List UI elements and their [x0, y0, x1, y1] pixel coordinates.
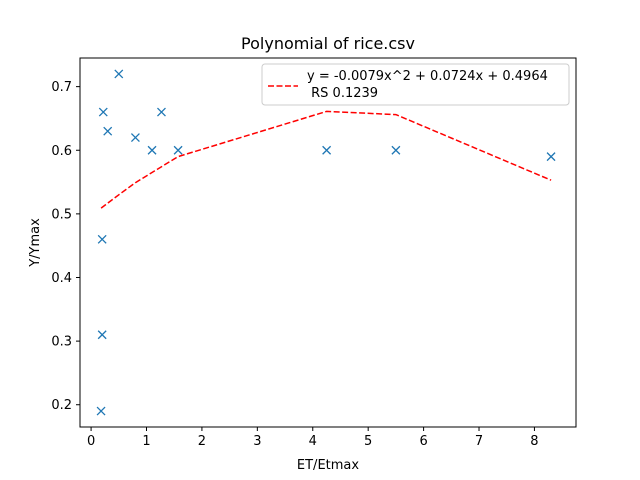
y-tick-label: 0.5 — [51, 207, 72, 222]
scatter-point — [97, 330, 107, 340]
x-tick-label: 4 — [309, 434, 317, 449]
y-tick-label: 0.3 — [51, 335, 72, 350]
scatter-point — [114, 69, 124, 79]
y-tick-label: 0.6 — [51, 144, 72, 159]
y-tick-label: 0.4 — [51, 271, 72, 286]
y-axis: 0.2 0.3 0.4 0.5 0.6 0.7 — [51, 80, 80, 413]
x-axis: 0 1 2 3 4 5 6 7 8 — [87, 427, 539, 449]
fit-line — [100, 110, 552, 209]
x-tick-label: 6 — [419, 434, 427, 449]
scatter-point — [147, 145, 157, 155]
scatter-point — [98, 107, 108, 117]
chart-title: Polynomial of rice.csv — [241, 34, 415, 53]
y-axis-label: Y/Ymax — [28, 218, 43, 268]
scatter-point — [391, 145, 401, 155]
x-axis-label: ET/Etmax — [297, 458, 359, 473]
scatter-point — [157, 107, 166, 117]
y-tick-label: 0.2 — [51, 398, 72, 413]
scatter-series — [96, 69, 556, 416]
scatter-point — [322, 145, 332, 155]
y-tick-label: 0.7 — [51, 80, 72, 95]
legend-label-line1: y = -0.0079x^2 + 0.0724x + 0.4964 — [307, 69, 548, 84]
x-tick-label: 1 — [142, 434, 150, 449]
scatter-point — [96, 406, 106, 416]
scatter-point — [130, 133, 140, 142]
x-tick-label: 8 — [530, 434, 538, 449]
legend-label-line2: RS 0.1239 — [307, 86, 378, 101]
plot-area-frame — [79, 57, 577, 428]
fit-line-series — [100, 110, 552, 209]
scatter-point — [103, 126, 113, 136]
x-tick-label: 5 — [364, 434, 372, 449]
scatter-point — [546, 152, 556, 162]
x-tick-label: 2 — [198, 434, 206, 449]
x-tick-label: 0 — [87, 434, 95, 449]
legend: y = -0.0079x^2 + 0.0724x + 0.4964 RS 0.1… — [261, 63, 570, 106]
scatter-point — [97, 234, 107, 244]
x-tick-label: 7 — [475, 434, 483, 449]
x-tick-label: 3 — [253, 434, 261, 449]
scatter-point — [173, 145, 183, 155]
legend-box — [261, 63, 570, 106]
